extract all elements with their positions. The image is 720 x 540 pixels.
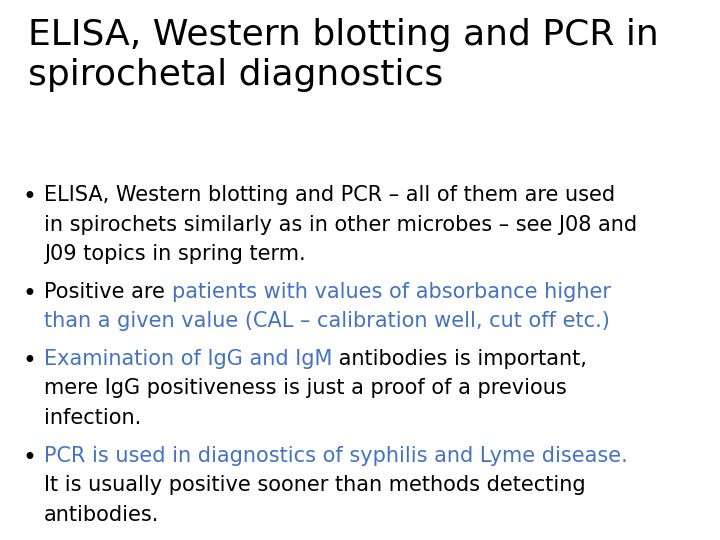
Text: patients with values of absorbance higher: patients with values of absorbance highe…: [171, 282, 611, 302]
Text: antibodies.: antibodies.: [44, 505, 159, 525]
Text: Examination of IgG and IgM: Examination of IgG and IgM: [44, 349, 333, 369]
Text: Positive are: Positive are: [44, 282, 171, 302]
Text: J09 topics in spring term.: J09 topics in spring term.: [44, 244, 305, 264]
Text: mere IgG positiveness is just a proof of a previous: mere IgG positiveness is just a proof of…: [44, 379, 567, 399]
Text: •: •: [22, 446, 36, 470]
Text: •: •: [22, 349, 36, 373]
Text: •: •: [22, 185, 36, 209]
Text: ELISA, Western blotting and PCR in: ELISA, Western blotting and PCR in: [28, 18, 659, 52]
Text: ELISA, Western blotting and PCR – all of them are used: ELISA, Western blotting and PCR – all of…: [44, 185, 615, 205]
Text: antibodies is important,: antibodies is important,: [333, 349, 588, 369]
Text: •: •: [22, 282, 36, 306]
Text: infection.: infection.: [44, 408, 141, 428]
Text: spirochetal diagnostics: spirochetal diagnostics: [28, 58, 444, 92]
Text: in spirochets similarly as in other microbes – see J08 and: in spirochets similarly as in other micr…: [44, 214, 637, 234]
Text: It is usually positive sooner than methods detecting: It is usually positive sooner than metho…: [44, 475, 585, 495]
Text: than a given value (CAL – calibration well, cut off etc.): than a given value (CAL – calibration we…: [44, 312, 610, 332]
Text: PCR is used in diagnostics of syphilis and Lyme disease.: PCR is used in diagnostics of syphilis a…: [44, 446, 628, 465]
